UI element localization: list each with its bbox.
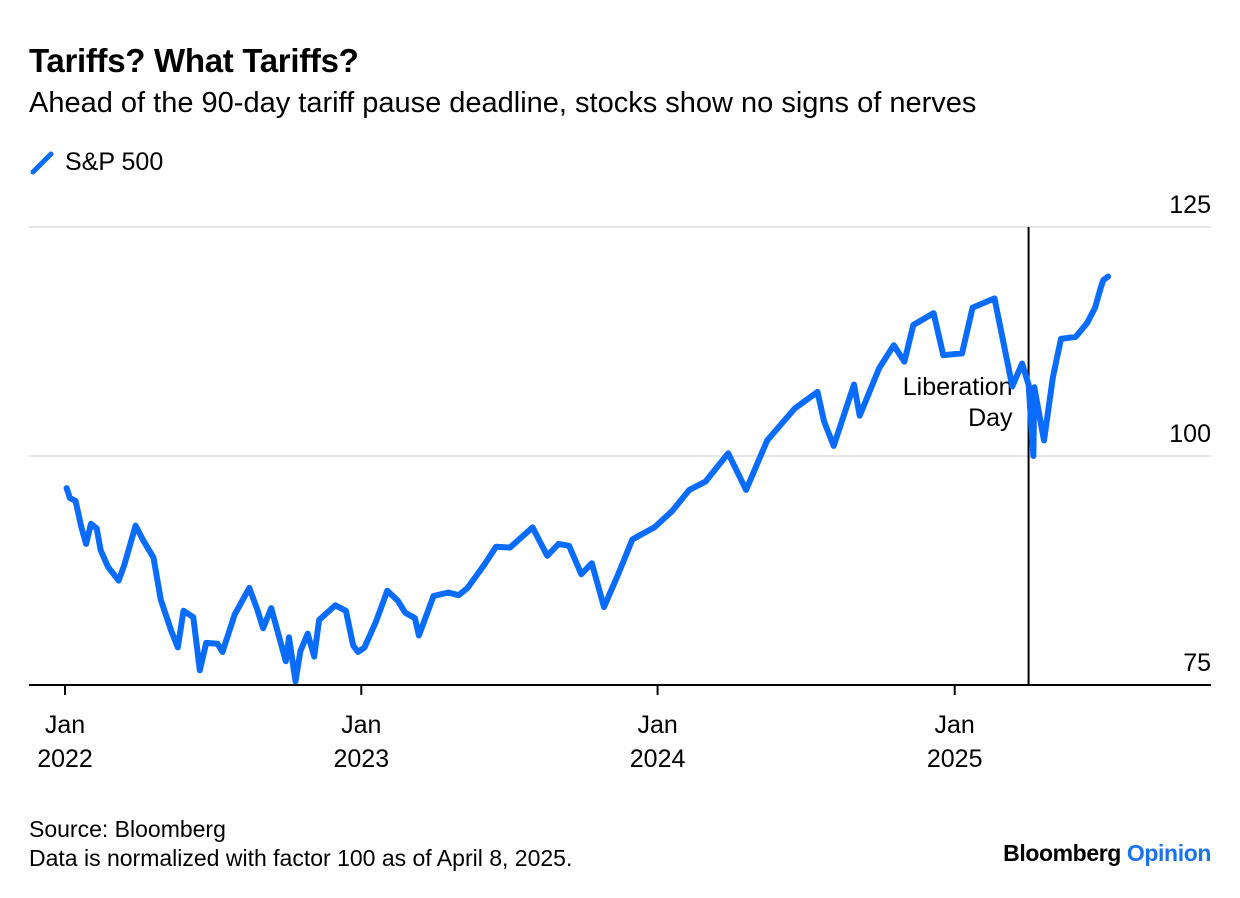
x-tick-label-year-2025: 2025 bbox=[927, 745, 983, 773]
source-note: Source: Bloomberg bbox=[29, 816, 226, 842]
x-tick-label-month-2022: Jan bbox=[45, 711, 85, 739]
legend: S&P 500 bbox=[29, 148, 163, 177]
chart-title: Tariffs? What Tariffs? bbox=[29, 42, 359, 79]
gridlines bbox=[29, 226, 1211, 457]
x-tick-label-month-2024: Jan bbox=[637, 711, 677, 739]
series-line-sp500 bbox=[63, 273, 1112, 685]
x-tick-label-year-2023: 2023 bbox=[333, 745, 389, 773]
series-layer bbox=[63, 273, 1112, 685]
brand-product: Opinion bbox=[1126, 840, 1211, 866]
x-tick-label-month-2025: Jan bbox=[935, 711, 975, 739]
annotations: Liberation Day bbox=[903, 227, 1030, 685]
y-tick-label-100: 100 bbox=[1169, 420, 1211, 448]
normalization-note: Data is normalized with factor 100 as of… bbox=[29, 845, 573, 871]
annotation-label-liberation-day: Liberation Day bbox=[903, 373, 1013, 432]
slash-swatch-icon bbox=[30, 151, 54, 174]
y-tick-label-125: 125 bbox=[1169, 191, 1211, 219]
chart-subtitle: Ahead of the 90-day tariff pause deadlin… bbox=[29, 87, 977, 119]
y-axis-labels: 75 100 125 bbox=[1169, 191, 1211, 677]
x-axis: Jan 2022 Jan 2023 Jan 2024 Jan 2025 bbox=[29, 684, 1211, 773]
legend-label-sp500: S&P 500 bbox=[65, 148, 164, 176]
x-tick-label-year-2022: 2022 bbox=[37, 745, 93, 773]
x-tick-label-month-2023: Jan bbox=[341, 711, 381, 739]
x-tick-label-year-2024: 2024 bbox=[630, 745, 686, 773]
brand-name: Bloomberg bbox=[1003, 840, 1121, 866]
footer: Source: Bloomberg Data is normalized wit… bbox=[29, 815, 572, 873]
y-tick-label-75: 75 bbox=[1183, 649, 1211, 677]
brand-logo: Bloomberg Opinion bbox=[1003, 840, 1211, 867]
